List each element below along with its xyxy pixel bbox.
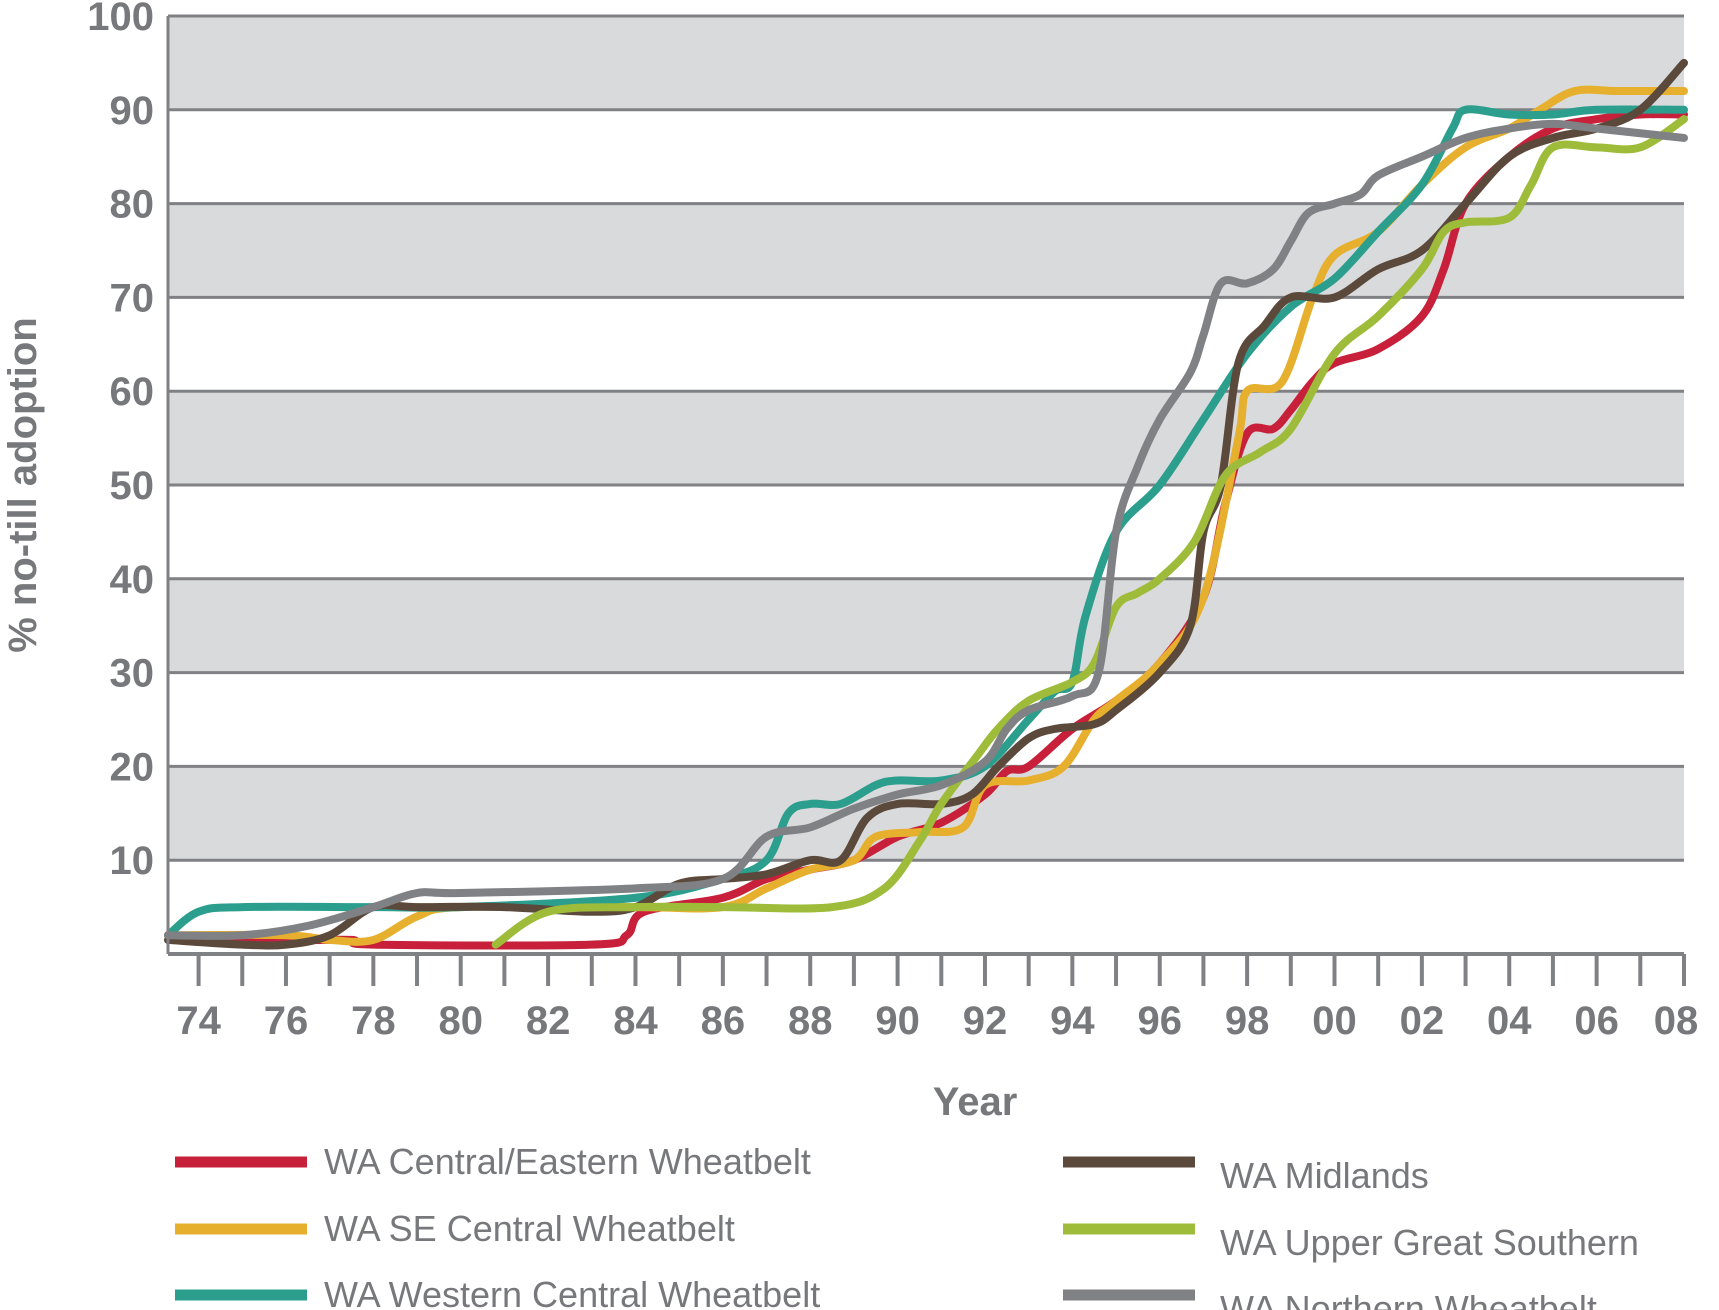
legend-label: WA SE Central Wheatbelt: [324, 1208, 735, 1249]
legend-item: WA Central/Eastern Wheatbelt: [175, 1141, 811, 1182]
x-tick-label: 88: [788, 999, 833, 1043]
x-tick-label: 76: [264, 999, 309, 1043]
x-axis-title: Year: [933, 1080, 1018, 1124]
x-tick-label: 92: [963, 999, 1008, 1043]
x-tick-label: 78: [351, 999, 396, 1043]
y-tick-label: 50: [110, 464, 155, 508]
y-tick-label: 90: [110, 89, 155, 133]
background-bands: [168, 16, 1684, 861]
x-tick-label: 08: [1654, 999, 1699, 1043]
y-tick-label: 100: [87, 0, 154, 39]
legend-label: WA Midlands: [1220, 1155, 1429, 1196]
grid-band: [168, 391, 1684, 485]
x-tick-label: 94: [1050, 999, 1095, 1043]
y-tick-label: 20: [110, 745, 155, 789]
grid-band: [168, 16, 1684, 110]
legend-item: WA SE Central Wheatbelt: [175, 1208, 735, 1249]
x-tick-label: 04: [1487, 999, 1532, 1043]
y-tick-label: 40: [110, 558, 155, 602]
series-line-wa-northern-wheatbelt: [164, 119, 1688, 940]
y-tick-label: 30: [110, 652, 155, 696]
series-line-wa-midlands: [164, 58, 1688, 950]
series-line-wa-upper-great-southern: [491, 115, 1688, 949]
x-tick-label: 06: [1574, 999, 1619, 1043]
legend-item: WA Western Central Wheatbelt: [175, 1274, 820, 1310]
x-tick-label: 84: [613, 999, 658, 1043]
x-tick-label: 74: [176, 999, 221, 1043]
y-axis: 10 20 30 40 50 60 70 80 90 100: [87, 0, 170, 954]
y-tick-label: 70: [110, 276, 155, 320]
x-tick-label: 86: [701, 999, 746, 1043]
x-tick-label: 82: [526, 999, 571, 1043]
x-tick-label: 80: [438, 999, 483, 1043]
y-tick-label: 60: [110, 370, 155, 414]
x-tick-label: 00: [1312, 999, 1357, 1043]
legend-label: WA Northern Wheatbelt: [1220, 1288, 1597, 1310]
legend-item: WA Upper Great Southern: [1063, 1222, 1639, 1263]
legend-item: WA Northern Wheatbelt: [1063, 1288, 1597, 1310]
series-lines: [164, 58, 1688, 950]
x-axis: 74 76 78 80 82 84 86 88 90 92 94 96 98 00 02 04 06 08: [168, 952, 1699, 1043]
y-tick-label: 10: [110, 839, 155, 883]
x-tick-label: 90: [875, 999, 920, 1043]
legend-item: WA Midlands: [1063, 1155, 1429, 1196]
grid-band: [168, 578, 1684, 673]
x-tick-label: 96: [1137, 999, 1182, 1043]
x-tick-label: 02: [1400, 999, 1445, 1043]
legend-label: WA Upper Great Southern: [1220, 1222, 1639, 1263]
legend-label: WA Central/Eastern Wheatbelt: [324, 1141, 811, 1182]
y-tick-label: 80: [110, 183, 155, 227]
legend: WA Central/Eastern Wheatbelt WA SE Centra…: [175, 1141, 1639, 1310]
x-tick-label: 98: [1225, 999, 1270, 1043]
legend-label: WA Western Central Wheatbelt: [324, 1274, 820, 1310]
y-axis-title: % no-till adoption: [1, 317, 45, 653]
